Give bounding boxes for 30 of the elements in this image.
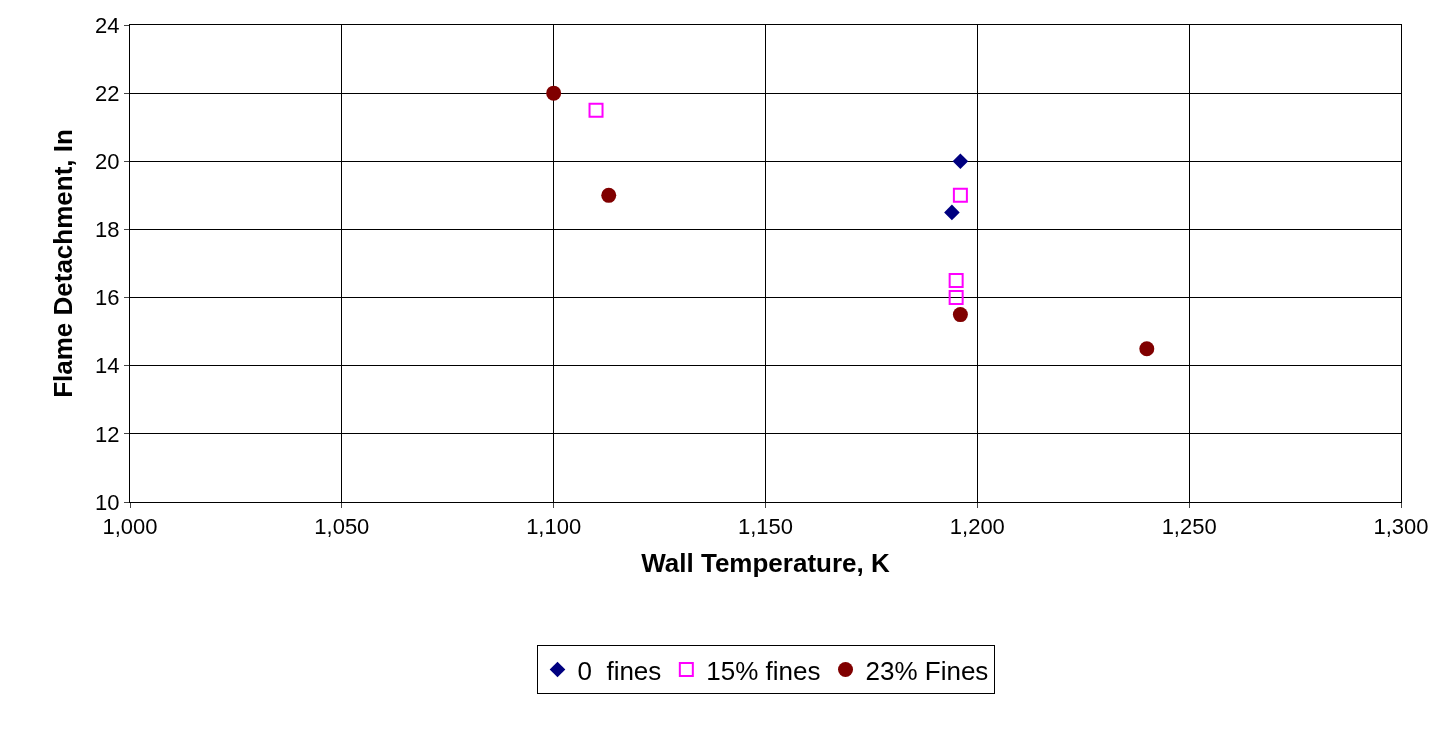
x-tick-label: 1,250 bbox=[1161, 514, 1217, 540]
legend-label: 23% Fines bbox=[865, 655, 989, 686]
y-tick-label: 18 bbox=[95, 217, 120, 243]
x-tick-label: 1,300 bbox=[1373, 514, 1429, 540]
point bbox=[546, 85, 562, 101]
y-tick-label: 16 bbox=[95, 285, 120, 311]
point bbox=[948, 273, 964, 289]
point bbox=[952, 187, 968, 203]
point bbox=[952, 307, 968, 323]
x-tick-label: 1,000 bbox=[102, 514, 158, 540]
y-tick-label: 12 bbox=[95, 421, 120, 447]
x-tick-label: 1,050 bbox=[314, 514, 370, 540]
x-tick-label: 1,150 bbox=[737, 514, 794, 540]
y-axis-title: Flame Detachment, In bbox=[47, 129, 78, 398]
legend-label: 0 fines bbox=[577, 655, 662, 686]
x-tick-label: 1,100 bbox=[526, 514, 582, 540]
point bbox=[944, 204, 960, 221]
y-tick-label: 14 bbox=[95, 353, 120, 379]
point bbox=[948, 290, 964, 306]
point bbox=[601, 187, 617, 203]
point bbox=[952, 153, 969, 170]
x-tick-label: 1,200 bbox=[949, 514, 1005, 540]
legend-label: 15% fines bbox=[706, 655, 821, 686]
y-tick-label: 10 bbox=[95, 489, 120, 515]
y-tick-label: 22 bbox=[95, 80, 120, 106]
y-tick-label: 20 bbox=[95, 148, 120, 174]
x-axis-title: Wall Temperature, K bbox=[641, 548, 890, 579]
point bbox=[588, 102, 604, 118]
point bbox=[1139, 341, 1155, 357]
y-tick-label: 24 bbox=[95, 12, 120, 38]
